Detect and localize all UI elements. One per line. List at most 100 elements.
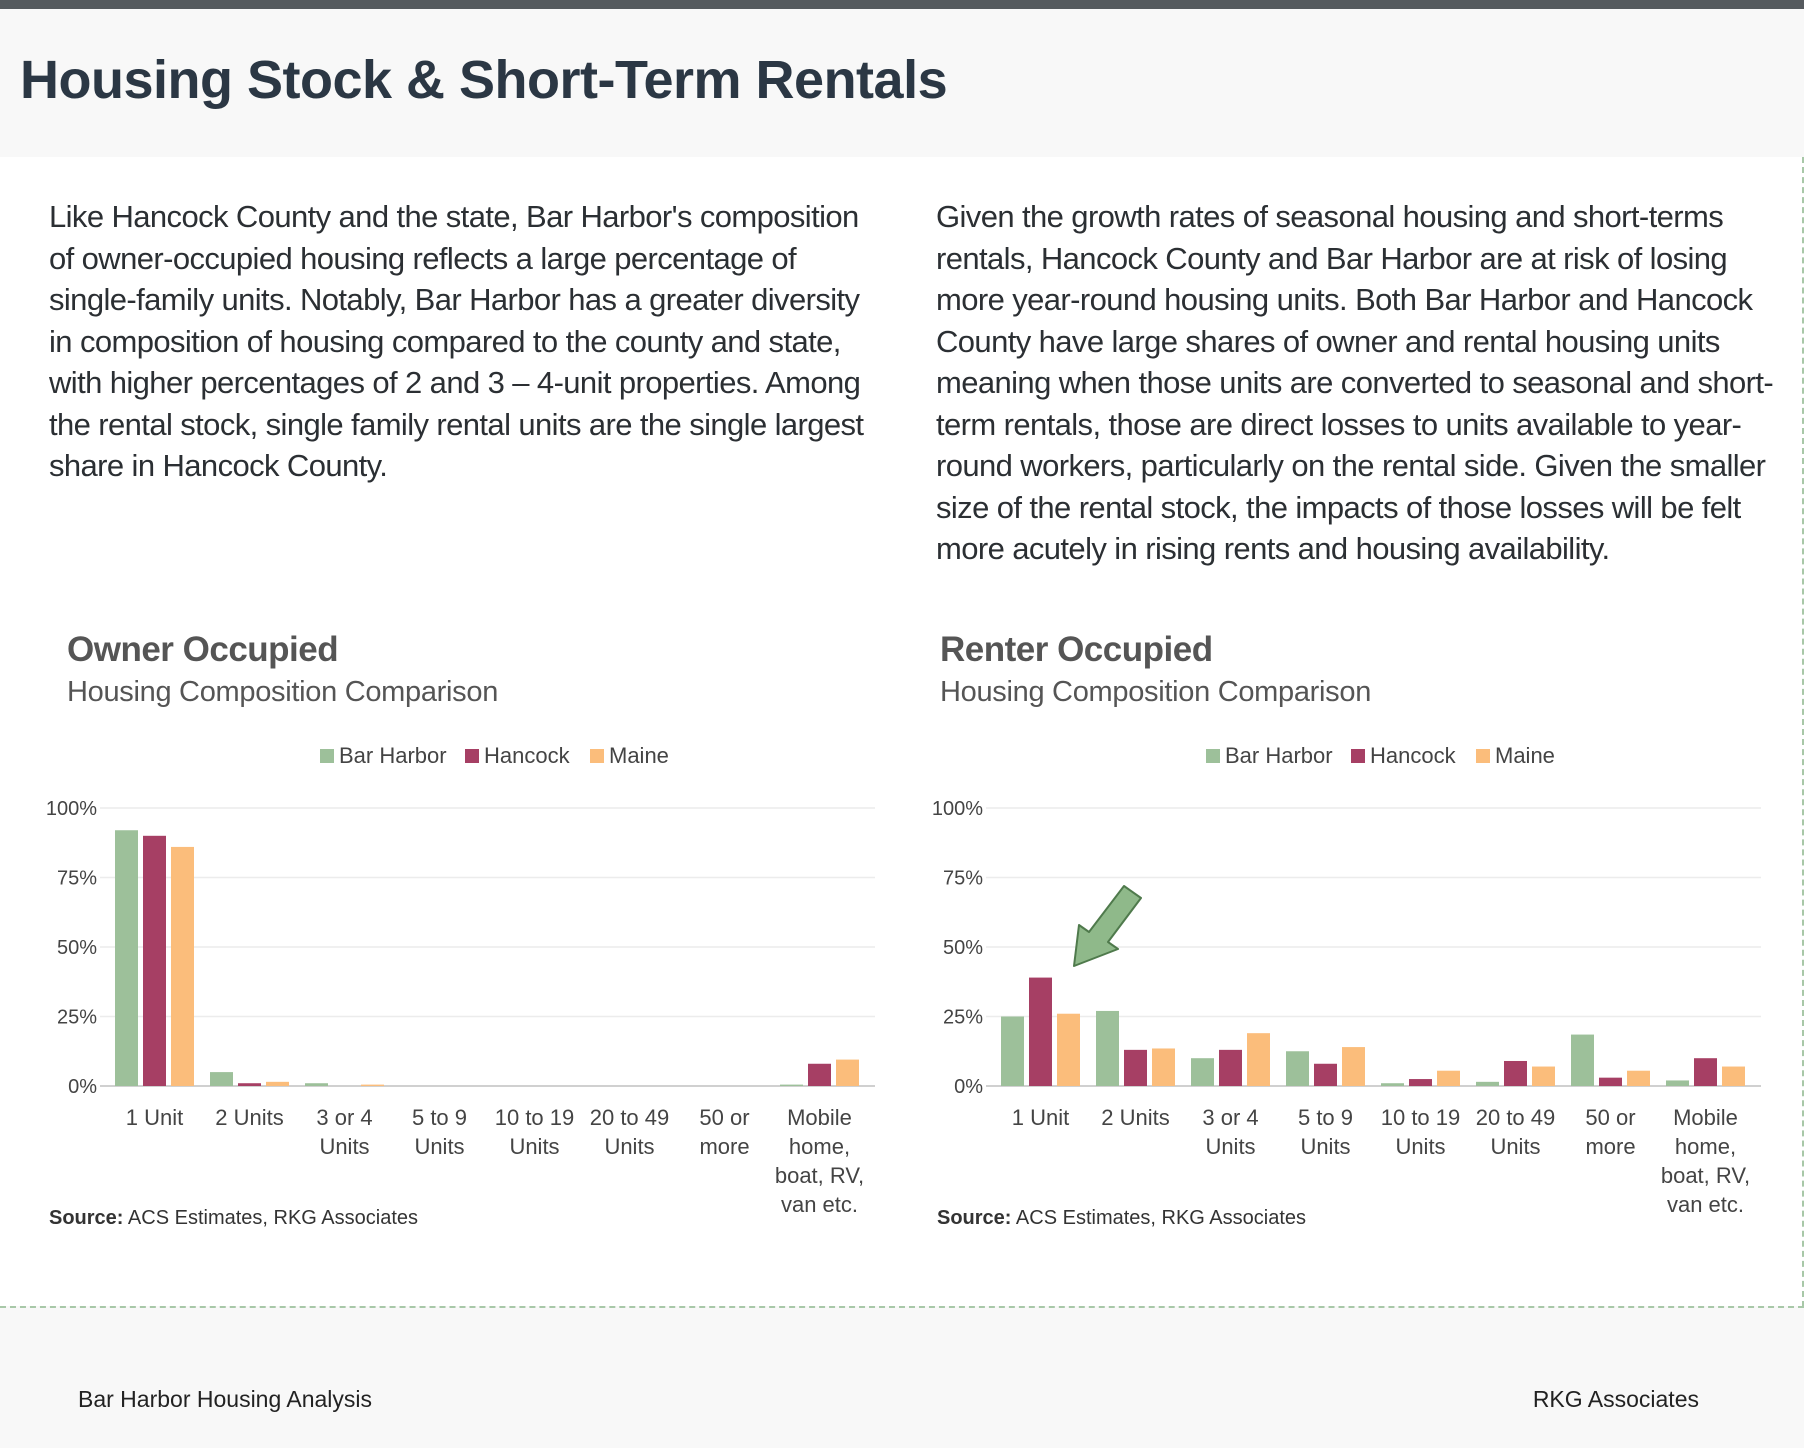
y-tick-label-3: 75% <box>57 868 97 890</box>
x-tick-label-2-units: 2 Units <box>1101 1105 1169 1130</box>
x-tick-line: more <box>699 1134 749 1159</box>
page-header: Housing Stock & Short-Term Rentals <box>0 9 1804 157</box>
bar-bar-harbor-2-units <box>210 1072 233 1086</box>
owner-chart-source: Source: ACS Estimates, RKG Associates <box>49 1207 418 1230</box>
bar-bar-harbor-mobile-home-boat-rv-van-etc <box>1666 1080 1689 1086</box>
bar-hancock-50-or-more <box>1599 1077 1622 1086</box>
right-paragraph: Given the growth rates of seasonal housi… <box>936 199 1774 566</box>
x-tick-line: Mobile <box>1673 1105 1738 1130</box>
bar-bar-harbor-2-units <box>1096 1010 1119 1086</box>
legend-label-hancock: Hancock <box>1370 743 1457 768</box>
bar-bar-harbor-5-to-9-units <box>1286 1051 1309 1086</box>
x-tick-line: Units <box>414 1134 464 1159</box>
bar-maine-mobile-home-boat-rv-van-etc <box>1722 1066 1745 1086</box>
y-tick-label-1: 25% <box>57 1007 97 1029</box>
x-tick-line: boat, RV, <box>1661 1163 1750 1188</box>
x-tick-label-mobile-home-boat-rv-van-etc: Mobile home, boat, RV, van etc. <box>1661 1105 1750 1215</box>
x-tick-label-10-to-19-units: 10 to 19 Units <box>1381 1105 1461 1159</box>
owner-chart-title: Owner Occupied <box>67 630 339 669</box>
owner-occupied-chart: Bar Harbor Hancock Maine 0% 25% 50% 75% 100% 1 U… <box>46 743 875 1215</box>
renter-source-text: ACS Estimates, RKG Associates <box>1015 1207 1307 1229</box>
x-tick-label-1-unit: 1 Unit <box>126 1105 183 1130</box>
x-tick-line: 5 to 9 <box>412 1105 467 1130</box>
y-tick-label-4: 100% <box>932 798 983 820</box>
bar-hancock-2-units <box>1124 1049 1147 1086</box>
x-tick-line: van etc. <box>1667 1192 1744 1215</box>
x-tick-line: 10 to 19 <box>495 1105 575 1130</box>
bar-bar-harbor-mobile-home-boat-rv-van-etc <box>780 1084 803 1086</box>
x-tick-line: Units <box>1395 1134 1445 1159</box>
owner-source-label: Source: <box>49 1207 124 1229</box>
x-tick-line: 20 to 49 <box>590 1105 670 1130</box>
legend-label-bar-harbor: Bar Harbor <box>339 743 447 768</box>
bar-hancock-5-to-9-units <box>1314 1063 1337 1086</box>
bar-hancock-2-units <box>238 1083 261 1086</box>
bar-bar-harbor-50-or-more <box>1571 1034 1594 1086</box>
bar-maine-mobile-home-boat-rv-van-etc <box>836 1059 859 1086</box>
owner-source-text: ACS Estimates, RKG Associates <box>127 1207 419 1229</box>
y-tick-label-3: 75% <box>943 868 983 890</box>
bar-hancock-mobile-home-boat-rv-van-etc <box>1694 1058 1717 1086</box>
renter-chart-title: Renter Occupied <box>940 630 1213 669</box>
x-tick-label-10-to-19-units: 10 to 19 Units <box>495 1105 575 1159</box>
legend-label-hancock: Hancock <box>484 743 571 768</box>
y-tick-label-2: 50% <box>943 937 983 959</box>
renter-source-label: Source: <box>937 1207 1012 1229</box>
x-tick-label-50-or-more: 50 or more <box>699 1105 749 1159</box>
top-bar <box>0 0 1804 9</box>
x-tick-label-20-to-49-units: 20 to 49 Units <box>1476 1105 1556 1159</box>
bar-hancock-mobile-home-boat-rv-van-etc <box>808 1063 831 1086</box>
x-tick-line: more <box>1585 1134 1635 1159</box>
x-tick-line: Units <box>1490 1134 1540 1159</box>
x-tick-label-mobile-home-boat-rv-van-etc: Mobile home, boat, RV, van etc. <box>775 1105 864 1215</box>
bar-maine-10-to-19-units <box>1437 1070 1460 1086</box>
bar-bar-harbor-20-to-49-units <box>1476 1081 1499 1086</box>
x-tick-label-3-or-4-units: 3 or 4 Units <box>1202 1105 1258 1159</box>
bar-maine-2-units <box>266 1081 289 1086</box>
highlight-arrow-icon <box>1073 885 1142 967</box>
left-paragraph: Like Hancock County and the state, Bar H… <box>49 199 864 483</box>
y-tick-label-2: 50% <box>57 937 97 959</box>
y-tick-label-0: 0% <box>954 1076 983 1098</box>
x-tick-line: Units <box>509 1134 559 1159</box>
footer-report-name: Bar Harbor Housing Analysis <box>78 1386 373 1412</box>
bar-maine-2-units <box>1152 1048 1175 1086</box>
x-tick-line: Units <box>1300 1134 1350 1159</box>
right-divider <box>1802 157 1804 1307</box>
legend-swatch-bar-harbor <box>320 749 334 763</box>
x-tick-label-5-to-9-units: 5 to 9 Units <box>1298 1105 1353 1159</box>
bar-maine-3-or-4-units <box>361 1084 384 1086</box>
x-tick-line: 10 to 19 <box>1381 1105 1461 1130</box>
bar-maine-1-unit <box>171 846 194 1086</box>
x-tick-line: 1 Unit <box>126 1105 183 1130</box>
bar-maine-20-to-49-units <box>1532 1066 1555 1086</box>
bar-bar-harbor-3-or-4-units <box>305 1083 328 1086</box>
bar-hancock-1-unit <box>143 835 166 1086</box>
x-tick-line: 20 to 49 <box>1476 1105 1556 1130</box>
bar-bar-harbor-10-to-19-units <box>1381 1083 1404 1086</box>
x-tick-line: 50 or <box>699 1105 749 1130</box>
x-tick-line: 3 or 4 <box>316 1105 372 1130</box>
y-tick-label-4: 100% <box>46 798 97 820</box>
x-tick-label-1-unit: 1 Unit <box>1012 1105 1069 1130</box>
bar-bar-harbor-1-unit <box>1001 1016 1024 1086</box>
legend-label-maine: Maine <box>609 743 669 768</box>
bar-maine-1-unit <box>1057 1013 1080 1086</box>
owner-chart-subtitle: Housing Composition Comparison <box>67 676 499 708</box>
renter-occupied-chart: Bar Harbor Hancock Maine 0% 25% 50% 75% 100% 1 U… <box>932 743 1761 1215</box>
x-tick-label-5-to-9-units: 5 to 9 Units <box>412 1105 467 1159</box>
x-tick-line: 2 Units <box>215 1105 283 1130</box>
legend-swatch-hancock <box>465 749 479 763</box>
x-tick-label-20-to-49-units: 20 to 49 Units <box>590 1105 670 1159</box>
bar-maine-50-or-more <box>1627 1070 1650 1086</box>
bar-hancock-20-to-49-units <box>1504 1060 1527 1086</box>
x-tick-label-3-or-4-units: 3 or 4 Units <box>316 1105 372 1159</box>
legend-swatch-bar-harbor <box>1206 749 1220 763</box>
bar-bar-harbor-1-unit <box>115 830 138 1086</box>
x-tick-line: Units <box>604 1134 654 1159</box>
x-tick-line: 2 Units <box>1101 1105 1169 1130</box>
x-tick-line: Units <box>1205 1134 1255 1159</box>
bar-hancock-3-or-4-units <box>1219 1049 1242 1086</box>
x-tick-line: Mobile <box>787 1105 852 1130</box>
footer-company: RKG Associates <box>1532 1386 1699 1412</box>
